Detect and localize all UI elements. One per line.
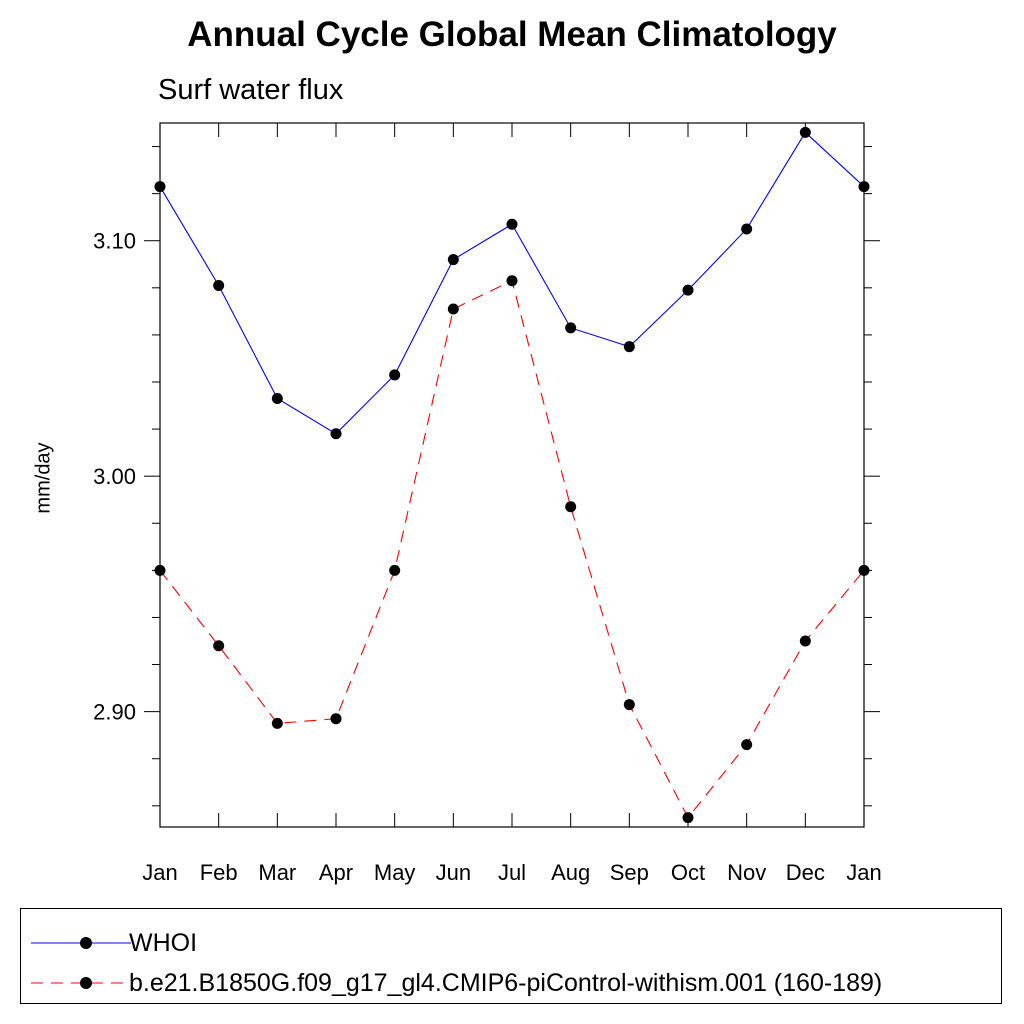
- series-1-point: [565, 322, 577, 334]
- chart-title: Annual Cycle Global Mean Climatology: [187, 15, 837, 54]
- series-1-point: [447, 254, 459, 266]
- x-tick-label: Mar: [258, 860, 296, 885]
- x-tick-label: Jun: [436, 860, 471, 885]
- series-1-point: [623, 341, 635, 353]
- y-tick-label: 2.90: [93, 700, 136, 725]
- x-tick-label: Feb: [200, 860, 238, 885]
- x-tick-label: Oct: [671, 860, 705, 885]
- x-tick-label: Dec: [786, 860, 825, 885]
- series-2-point: [799, 635, 811, 647]
- series-1-point: [330, 428, 342, 440]
- legend-marker: [80, 977, 92, 989]
- series-2-point: [858, 564, 870, 576]
- series-1-point: [506, 218, 518, 230]
- x-tick-label: Jan: [846, 860, 881, 885]
- chart-subtitle: Surf water flux: [158, 74, 344, 106]
- series-1-point: [741, 223, 753, 235]
- series-1-point: [271, 392, 283, 404]
- x-tick-label: Jan: [142, 860, 177, 885]
- x-tick-label: Apr: [319, 860, 353, 885]
- series-1-point: [858, 181, 870, 193]
- series-2-point: [389, 564, 401, 576]
- legend-label-2: b.e21.B1850G.f09_g17_gl4.CMIP6-piControl…: [129, 969, 883, 997]
- legend-swatch-1: [31, 937, 131, 949]
- series-2-point: [330, 713, 342, 725]
- legend-marker: [80, 937, 92, 949]
- legend-label-1: WHOI: [129, 929, 198, 957]
- series-1-point: [213, 279, 225, 291]
- x-tick-label: Jul: [498, 860, 526, 885]
- series-1-point: [389, 369, 401, 381]
- series-2-point: [623, 699, 635, 711]
- series-2-point: [741, 739, 753, 751]
- y-tick-label: 3.00: [93, 464, 136, 489]
- series-line-2: [159, 279, 865, 819]
- series-2-point: [447, 303, 459, 315]
- legend-item-1: WHOI: [21, 923, 1001, 963]
- series-layer: [154, 126, 870, 824]
- series-2-point: [506, 275, 518, 287]
- tick-labels: Jan Feb Mar Apr May Jun Jul Aug Sep Oct Nov Dec Jan 2…: [93, 229, 882, 885]
- series-2-point: [154, 564, 166, 576]
- series-2-point: [682, 812, 694, 824]
- series-1-point: [682, 284, 694, 296]
- legend-item-2: b.e21.B1850G.f09_g17_gl4.CMIP6-piControl…: [21, 963, 1001, 1003]
- y-tick-label: 3.10: [93, 229, 136, 254]
- x-tick-label: Aug: [551, 860, 590, 885]
- series-2-point: [565, 501, 577, 513]
- legend: WHOI b.e21.B1850G.f09_g17_gl4.CMIP6-piCo…: [20, 908, 1002, 1004]
- series-1-point: [799, 126, 811, 138]
- x-tick-label: May: [374, 860, 416, 885]
- series-2-point: [271, 717, 283, 729]
- x-tick-label: Nov: [727, 860, 766, 885]
- line-chart: Jan Feb Mar Apr May Jun Jul Aug Sep Oct Nov Dec Jan 2…: [93, 122, 882, 885]
- series-1-point: [154, 181, 166, 193]
- x-tick-label: Sep: [610, 860, 649, 885]
- legend-swatch-2: [31, 977, 131, 989]
- axes: [144, 122, 880, 828]
- series-2-point: [213, 640, 225, 652]
